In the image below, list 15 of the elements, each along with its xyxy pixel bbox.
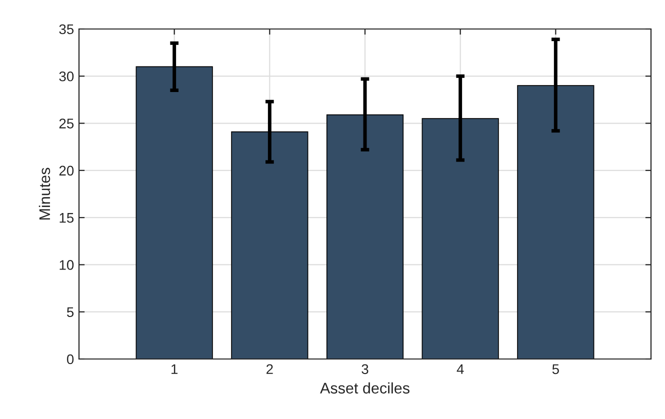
y-tick-label: 10 [60, 260, 74, 270]
x-tick-label: 2 [266, 364, 273, 374]
y-tick-label: 0 [66, 354, 74, 364]
y-tick-label: 5 [66, 307, 74, 318]
x-tick-label: 3 [362, 364, 368, 374]
x-tick-label: 1 [172, 364, 178, 374]
x-tick-label: 4 [456, 364, 464, 374]
x-axis-title: Asset deciles [320, 382, 410, 394]
x-tick-label: 5 [552, 364, 559, 374]
y-axis-title: Minutes [38, 168, 50, 220]
y-tick-label: 30 [59, 71, 74, 82]
y-tick-label: 25 [59, 118, 74, 128]
y-tick-label: 20 [59, 166, 74, 176]
y-tick-label: 35 [59, 24, 74, 34]
y-tick-label: 15 [60, 213, 74, 223]
